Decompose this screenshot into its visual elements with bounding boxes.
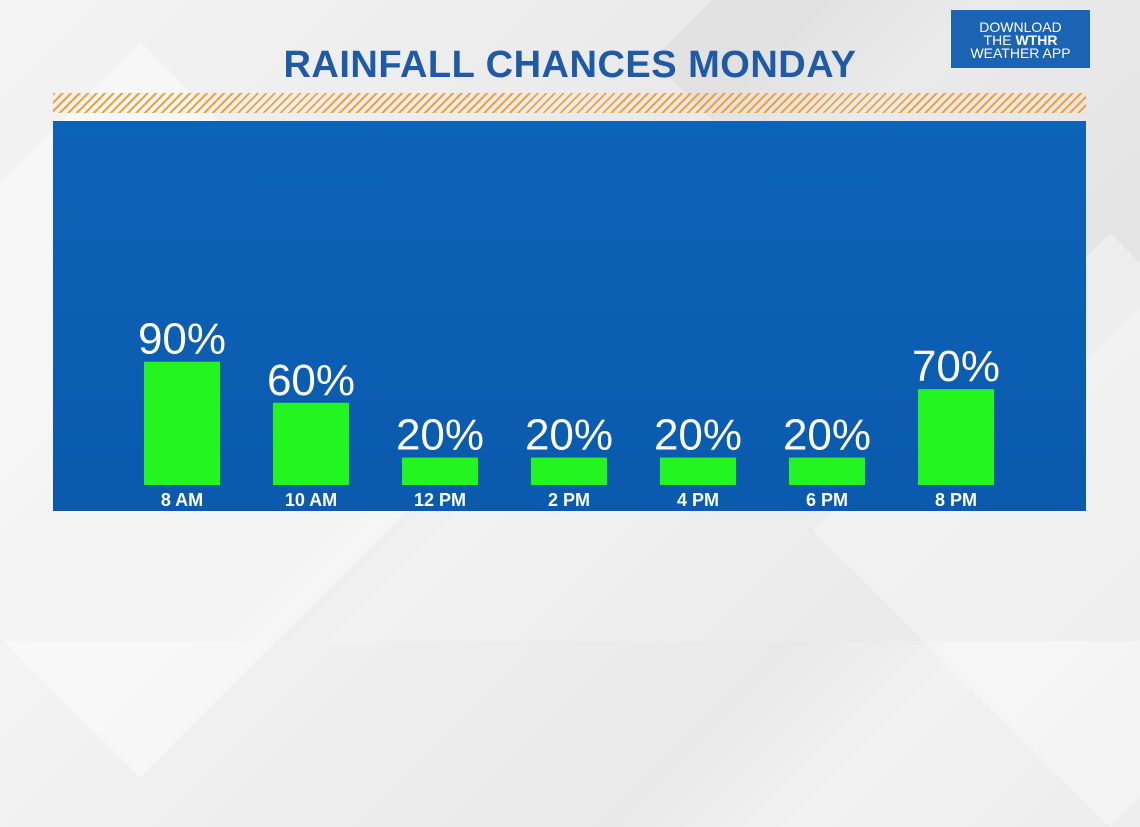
badge-line-3: WEATHER APP (970, 45, 1071, 61)
badge-brand: WTHR (1015, 32, 1058, 48)
chart-panel (53, 121, 1086, 511)
value-label: 20% (654, 411, 742, 460)
bar-12-pm (402, 457, 478, 485)
bar-4-pm (660, 457, 736, 485)
category-label: 10 AM (285, 490, 337, 510)
value-label: 70% (912, 342, 1000, 391)
bar-2-pm (531, 457, 607, 485)
value-label: 20% (525, 411, 613, 460)
value-label: 60% (267, 356, 355, 405)
badge-line-1: DOWNLOAD (979, 19, 1062, 35)
decorative-stripe (53, 93, 1086, 113)
download-app-badge[interactable]: DOWNLOAD THE WTHR WEATHER APP (951, 10, 1090, 68)
badge-line-2-prefix: THE (983, 32, 1016, 48)
chart-title: RAINFALL CHANCES MONDAY (283, 44, 857, 86)
rainfall-bar-chart: 90% 8 AM 60% 10 AM 20% 12 PM 20% 2 PM 20% 4 PM 20%… (138, 315, 1000, 510)
value-label: 90% (138, 315, 226, 364)
bar-8-pm (918, 389, 994, 485)
category-label: 6 PM (806, 490, 848, 510)
category-label: 12 PM (414, 490, 466, 510)
category-label: 2 PM (548, 490, 590, 510)
bar-8-am (144, 361, 220, 485)
value-label: 20% (783, 411, 871, 460)
bar-6-pm (789, 457, 865, 485)
category-label: 4 PM (677, 490, 719, 510)
badge-line-2: THE WTHR (951, 32, 1090, 48)
category-label: 8 PM (935, 490, 977, 510)
bar-10-am (273, 402, 349, 485)
category-label: 8 AM (161, 490, 203, 510)
value-label: 20% (396, 411, 484, 460)
